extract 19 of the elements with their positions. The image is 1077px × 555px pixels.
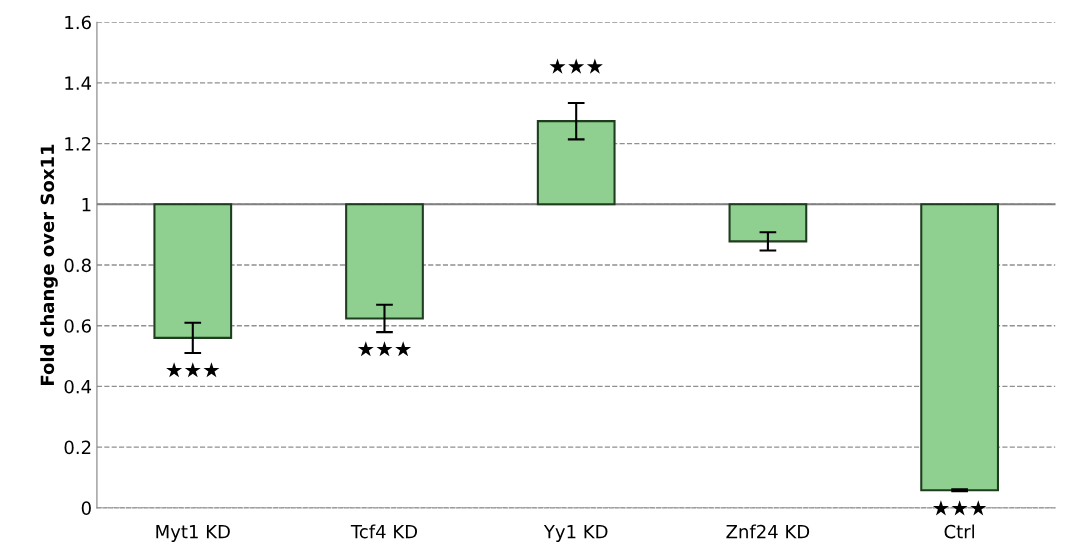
y-axis-title: Fold change over Sox11: [40, 144, 58, 385]
data-label: ★★★: [166, 362, 220, 378]
data-label: ★★★: [357, 341, 412, 357]
y-tick-label: 0.8: [64, 258, 91, 273]
x-tick-label: Tcf4 KD: [350, 524, 418, 539]
x-tick-label: Myt1 KD: [156, 525, 230, 542]
y-tick-label: 0.2: [64, 440, 91, 455]
y-tick-label: 1.6: [65, 15, 91, 30]
x-tick-label: Ctrl: [944, 524, 974, 539]
x-tick-label: Yy1 KD: [543, 525, 608, 542]
x-tick-label: Znf24 KD: [726, 524, 810, 539]
y-tick-label: 0: [81, 501, 91, 515]
data-label: ★★★: [549, 58, 603, 74]
y-tick-label: 1: [82, 198, 91, 212]
y-tick-label: 1.2: [65, 137, 91, 151]
y-tick-label: 1.4: [65, 76, 92, 90]
y-tick-label: 0.6: [64, 319, 91, 333]
y-tick-label: 0.4: [64, 379, 92, 394]
data-label: ★★★: [932, 500, 987, 516]
